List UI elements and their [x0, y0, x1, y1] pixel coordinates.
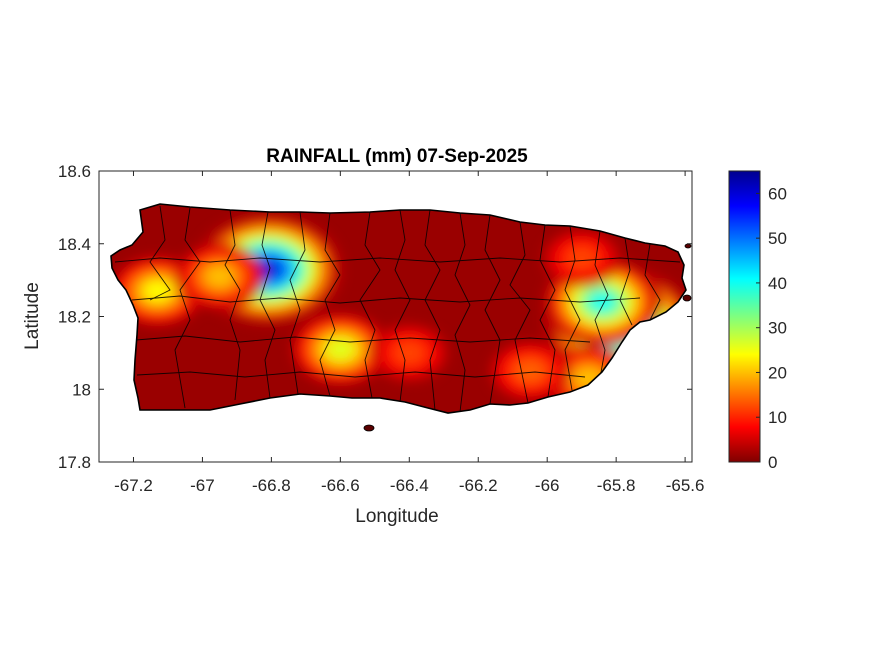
rainfall-hotspot — [291, 312, 390, 386]
rainfall-contour — [206, 266, 234, 287]
x-tick-label: -65.6 — [666, 476, 705, 495]
rainfall-hotspot — [543, 229, 621, 287]
colorbar-gradient — [728, 170, 761, 463]
x-tick-label: -65.8 — [597, 476, 636, 495]
y-tick-label: 18.6 — [58, 162, 91, 181]
rainfall-contour — [588, 291, 616, 312]
x-tick-label: -66.6 — [321, 476, 360, 495]
colorbar: 0 10 20 30 40 50 60 — [728, 170, 787, 472]
y-tick-label: 17.8 — [58, 453, 91, 472]
rainfall-contour — [568, 248, 596, 269]
x-axis-label: Longitude — [355, 506, 438, 527]
y-tick-label: 18 — [72, 380, 91, 399]
colorbar-tick-label: 0 — [768, 453, 777, 472]
x-tick-label: -66.2 — [459, 476, 498, 495]
y-tick-label: 18.4 — [58, 235, 91, 254]
colorbar-tick-label: 50 — [768, 229, 787, 248]
colorbar-tick-label: 10 — [768, 408, 787, 427]
x-tick-label: -66 — [535, 476, 560, 495]
chart-title: RAINFALL (mm) 07-Sep-2025 — [266, 146, 528, 167]
rainfall-contour — [326, 339, 354, 360]
y-tick-label: 18.2 — [58, 308, 91, 327]
x-axis: -67.2 -67 -66.8 -66.6 -66.4 -66.2 -66 -65.8 -65.… — [114, 171, 704, 495]
colorbar-tick-label: 20 — [768, 363, 787, 382]
colorbar-tick-label: 40 — [768, 274, 787, 293]
colorbar-tick-label: 60 — [768, 184, 787, 203]
rainfall-contour — [144, 281, 172, 302]
rainfall-hotspot — [489, 341, 571, 401]
x-tick-label: -66.8 — [252, 476, 291, 495]
rainfall-contour — [395, 342, 423, 363]
x-tick-label: -67.2 — [114, 476, 153, 495]
colorbar-ticks: 0 10 20 30 40 50 60 — [756, 184, 787, 472]
colorbar-tick-label: 30 — [768, 319, 787, 338]
y-axis: 18.6 18.4 18.2 18 17.8 — [58, 162, 692, 472]
rainfall-contour — [516, 361, 544, 382]
municipal-boundaries — [114, 205, 681, 413]
rainfall-hotspot — [175, 243, 265, 310]
x-tick-label: -66.4 — [390, 476, 429, 495]
y-axis-label: Latitude — [22, 282, 43, 350]
x-tick-label: -67 — [190, 476, 215, 495]
rainfall-hotspot — [111, 255, 206, 327]
